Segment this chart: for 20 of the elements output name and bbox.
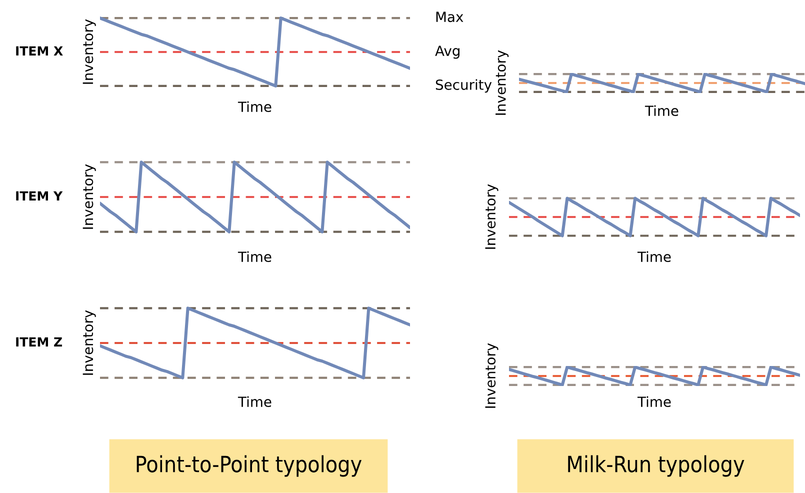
ref-line-label: Security [436, 79, 492, 93]
x-axis-title: Time [644, 105, 678, 116]
y-axis-title: Inventory [485, 184, 498, 249]
text: ITEM Z [16, 337, 62, 346]
text: ITEM Y [16, 191, 63, 200]
text: ITEM X [16, 46, 63, 56]
y-axis-title: Inventory [496, 50, 509, 115]
x-axis-title: Time [238, 101, 272, 112]
y-axis-title: Inventory [82, 310, 96, 375]
y-axis-title: Inventory [485, 343, 498, 408]
y-axis-title: Inventory [82, 164, 96, 229]
ref-line-label: Max [436, 12, 464, 22]
y-axis-title: Inventory [82, 19, 96, 84]
text: Milk-Run typology [568, 455, 744, 477]
x-axis-title: Time [238, 251, 272, 262]
x-axis-title: Time [637, 396, 671, 408]
text: Point-to-Point typology [136, 455, 362, 477]
x-axis-title: Time [637, 251, 671, 262]
x-axis-title: Time [238, 396, 272, 408]
ref-line-label: Avg [435, 46, 460, 59]
